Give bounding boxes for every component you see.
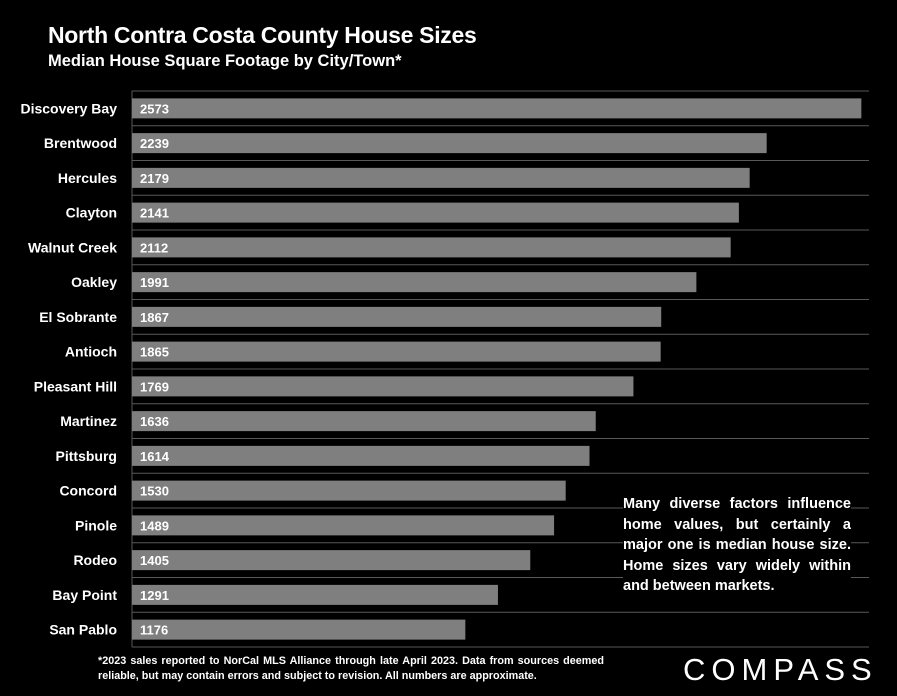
data-label: 1769 (140, 379, 169, 394)
footnote: *2023 sales reported to NorCal MLS Allia… (98, 655, 604, 682)
data-label: 1636 (140, 414, 169, 429)
bar (132, 445, 590, 466)
bar (132, 584, 498, 605)
data-label: 2239 (140, 136, 169, 151)
data-label: 1530 (140, 484, 169, 499)
data-label: 1489 (140, 518, 169, 533)
compass-logo: COMPASS (683, 652, 878, 687)
category-label: Bay Point (52, 587, 117, 603)
category-label: Discovery Bay (20, 100, 117, 116)
data-label: 1865 (140, 345, 169, 360)
category-label: Pinole (75, 517, 117, 533)
category-label: Walnut Creek (28, 239, 117, 255)
chart-subtitle: Median House Square Footage by City/Town… (48, 52, 402, 70)
annotation-text: Many diverse factors influence home valu… (623, 492, 851, 601)
bars (132, 98, 862, 640)
bar (132, 376, 634, 397)
data-label: 1405 (140, 553, 169, 568)
bar (132, 237, 731, 258)
category-label: Martinez (60, 413, 117, 429)
data-label: 2179 (140, 171, 169, 186)
category-label: Rodeo (73, 552, 117, 568)
data-label: 1614 (140, 449, 170, 464)
category-label: Concord (59, 483, 117, 499)
bar (132, 619, 466, 640)
category-label: Antioch (65, 344, 117, 360)
category-label: Pleasant Hill (34, 378, 117, 394)
bar (132, 202, 739, 223)
data-label: 1176 (140, 623, 168, 638)
category-label: Hercules (58, 170, 117, 186)
bar (132, 167, 750, 188)
labels: Discovery Bay 2573 Brentwood 2239 Hercules 21… (20, 100, 169, 637)
bar (132, 515, 555, 536)
chart-title: North Contra Costa County House Sizes (48, 22, 477, 48)
category-label: Brentwood (44, 135, 117, 151)
bar (132, 306, 662, 327)
data-label: 1867 (140, 310, 169, 325)
bar (132, 341, 661, 362)
data-label: 2573 (140, 101, 169, 116)
bar (132, 411, 596, 432)
category-label: Clayton (66, 205, 117, 221)
bar (132, 480, 566, 501)
data-label: 2141 (140, 206, 169, 221)
bar (132, 272, 697, 293)
category-label: El Sobrante (39, 309, 117, 325)
data-label: 1991 (140, 275, 169, 290)
bar (132, 550, 531, 571)
category-label: Pittsburg (56, 448, 117, 464)
bar (132, 98, 862, 119)
category-label: San Pablo (49, 622, 117, 638)
category-label: Oakley (71, 274, 117, 290)
data-label: 2112 (140, 240, 168, 255)
bar (132, 133, 767, 154)
data-label: 1291 (140, 588, 169, 603)
